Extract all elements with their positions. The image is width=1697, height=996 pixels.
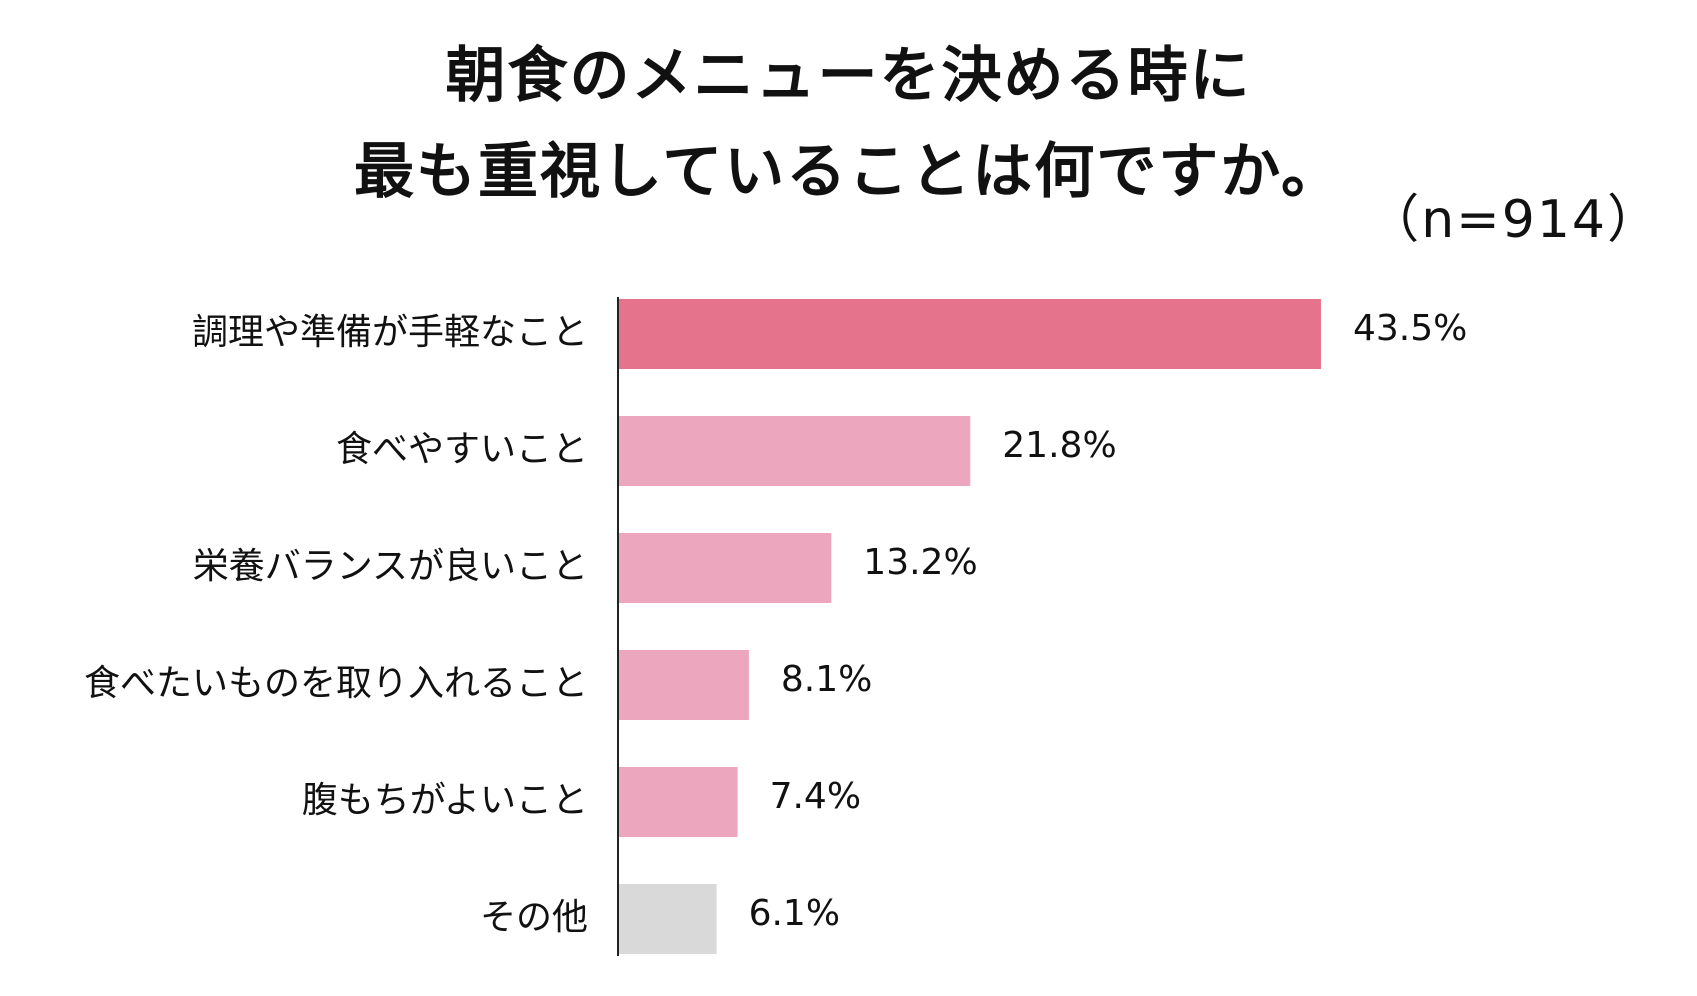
labels-layer: 調理や準備が手軽なこと 43.5% 食べやすいこと 21.8% 栄養バランスが良いこと 1… xyxy=(84,308,1467,938)
category-label-1: 食べやすいこと xyxy=(336,429,588,470)
value-label-1: 21.8% xyxy=(1002,425,1116,466)
chart-title-line-1: 朝食のメニューを決める時に xyxy=(445,41,1252,111)
bar-4 xyxy=(618,767,738,837)
bars-layer xyxy=(618,299,1321,954)
sample-size-label: （n=914） xyxy=(1367,190,1661,250)
value-label-5: 6.1% xyxy=(749,893,840,934)
category-label-3: 食べたいものを取り入れること xyxy=(84,663,588,704)
category-label-5: その他 xyxy=(480,897,588,938)
category-label-2: 栄養バランスが良いこと xyxy=(193,546,588,587)
bar-2 xyxy=(618,533,832,603)
bar-0 xyxy=(618,299,1321,369)
chart-title: 朝食のメニューを決める時に 最も重視していることは何ですか。 xyxy=(0,28,1697,220)
value-label-3: 8.1% xyxy=(781,659,872,700)
category-label-4: 腹もちがよいこと xyxy=(302,780,588,821)
bar-5 xyxy=(618,884,717,954)
value-label-0: 43.5% xyxy=(1353,308,1467,349)
value-label-2: 13.2% xyxy=(863,542,977,583)
value-label-4: 7.4% xyxy=(770,776,861,817)
bar-1 xyxy=(618,416,971,486)
category-label-0: 調理や準備が手軽なこと xyxy=(192,312,588,353)
bar-3 xyxy=(618,650,749,720)
chart-title-line-2: 最も重視していることは何ですか。 xyxy=(354,137,1343,207)
